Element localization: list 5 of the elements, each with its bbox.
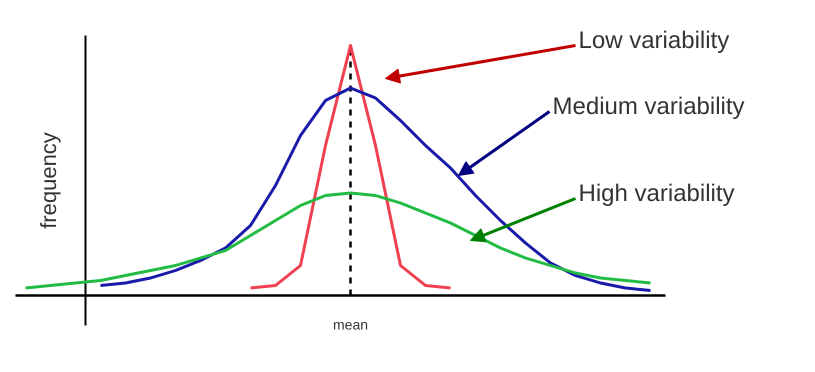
annotation: High variability [578, 180, 735, 207]
text: mean [332, 316, 368, 332]
y-axis-title: frequency [36, 132, 61, 229]
annotation: Medium variability [552, 93, 745, 120]
annotation: Low variability [578, 27, 730, 54]
